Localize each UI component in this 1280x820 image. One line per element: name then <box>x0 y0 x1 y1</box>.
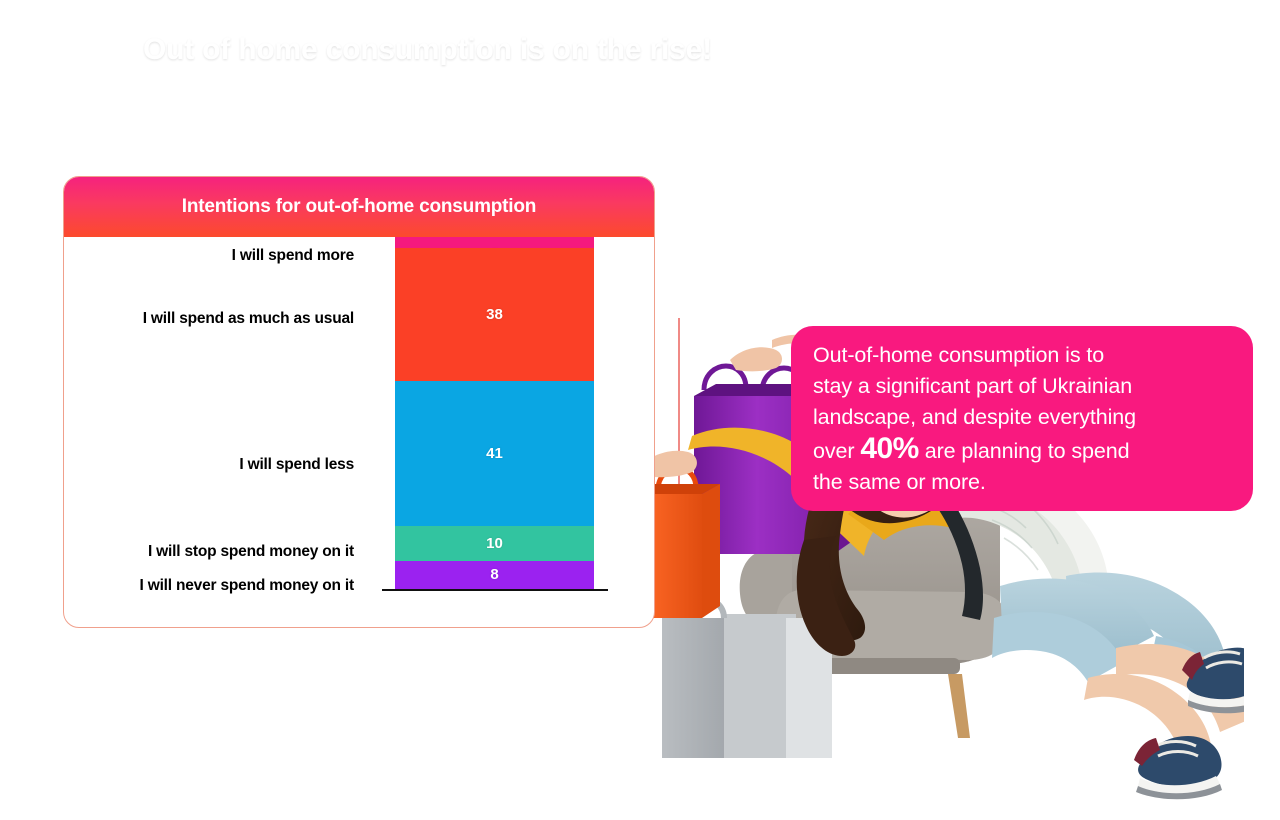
category-label: I will spend as much as usual <box>142 310 354 327</box>
callout-line-5: the same or more. <box>813 470 986 494</box>
category-label: I will stop spend money on it <box>147 543 354 560</box>
bar-segment: 38 <box>395 247 594 382</box>
category-label: I will spend more <box>231 247 355 264</box>
bar-segment: 41 <box>395 381 594 526</box>
yougov-logo: YouGov® <box>1113 50 1238 88</box>
callout-line-1: Out-of-home consumption is to <box>813 343 1105 367</box>
bar-segment: 10 <box>395 525 594 561</box>
logo-text: YouGov <box>1113 50 1232 87</box>
page-title: Out of home consumption is on the rise! <box>143 33 712 66</box>
bar-segment: 8 <box>395 560 594 589</box>
content-card: Intentions for out-of-home consumption 3… <box>36 148 1253 800</box>
bar-segment-value: 8 <box>490 566 499 584</box>
chart-baseline <box>382 589 608 591</box>
bar-segment-value: 10 <box>486 534 503 552</box>
insight-callout: Out-of-home consumption is to stay a sig… <box>791 326 1253 511</box>
insight-callout-text: Out-of-home consumption is to stay a sig… <box>813 340 1233 498</box>
callout-line-4-prefix: over <box>813 439 861 463</box>
chart-panel: Intentions for out-of-home consumption 3… <box>63 176 655 628</box>
stacked-bar: 3 38 41 10 8 <box>395 237 594 589</box>
callout-line-2: stay a significant part of Ukrainian <box>813 374 1133 398</box>
header-pill-logo-gap <box>1100 14 1270 126</box>
badge-number: 17 <box>101 61 119 78</box>
source-note: Source: YouGov Behavioural Change Spring… <box>56 690 282 702</box>
bar-segment-value: 38 <box>486 305 503 323</box>
bar-segment: 3 <box>395 237 594 263</box>
category-label: I will never spend money on it <box>139 577 355 594</box>
chart-body: 3 38 41 10 8 I will spend more I will spend a… <box>64 237 654 627</box>
callout-highlight-percent: 40% <box>860 432 919 465</box>
category-label: I will spend less <box>239 456 354 473</box>
chart-title: Intentions for out-of-home consumption <box>181 196 537 217</box>
logo-trademark: ® <box>1230 60 1238 71</box>
callout-line-3: landscape, and despite everything <box>813 405 1137 429</box>
callout-line-4-suffix: are planning to spend <box>918 439 1130 463</box>
chart-header: Intentions for out-of-home consumption <box>64 177 654 237</box>
bar-segment-value: 41 <box>486 444 503 462</box>
slide-background: 17 Out of home consumption is on the ris… <box>28 14 1270 800</box>
slide-number-badge: 17 <box>40 24 132 116</box>
